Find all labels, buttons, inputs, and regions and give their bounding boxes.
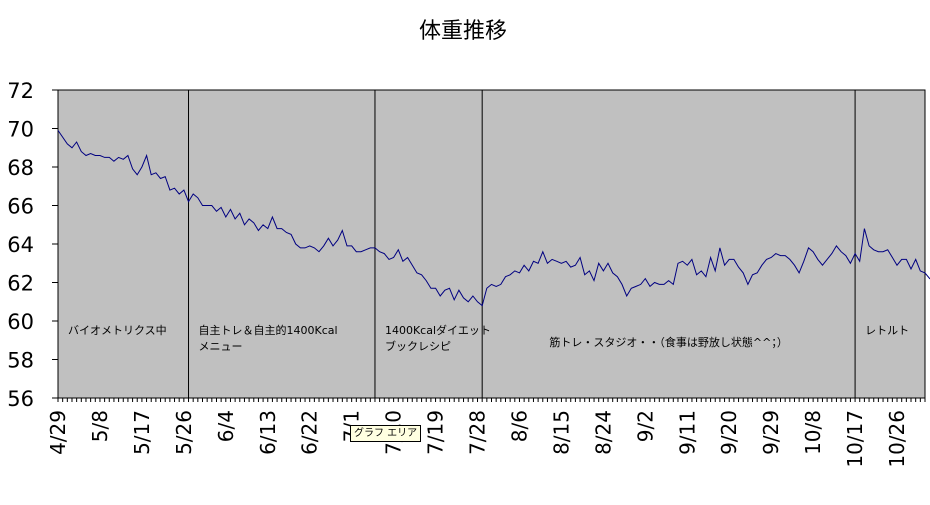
plot-area[interactable]	[57, 89, 926, 399]
x-tick-label: 4/29	[46, 410, 70, 455]
phase-label: レトルト	[865, 324, 909, 337]
x-tick-label: 5/8	[88, 410, 112, 442]
x-tick-label: 8/15	[549, 410, 573, 455]
y-tick-label: 62	[7, 272, 34, 296]
y-tick-label: 60	[7, 310, 34, 334]
phase-label: ブックレシピ	[385, 339, 451, 353]
phase-label: バイオメトリクス中	[68, 324, 167, 337]
phase-label: メニュー	[199, 340, 243, 353]
x-tick-label: 10/17	[843, 410, 867, 468]
x-tick-label: 6/13	[256, 410, 280, 455]
x-tick-label: 9/29	[759, 410, 783, 455]
y-tick-label: 72	[7, 79, 34, 103]
x-axis: 4/295/85/175/266/46/136/227/17/107/197/2…	[46, 398, 926, 468]
x-tick-label: 7/19	[424, 410, 448, 455]
series-weight	[57, 130, 930, 307]
x-tick-label: 9/11	[675, 410, 699, 455]
phase-dividers: バイオメトリクス中 自主トレ＆自主的1400Kcal メニュー 1400Kcalダイエ…	[68, 90, 909, 398]
x-tick-label: 8/6	[507, 410, 531, 442]
x-tick-label: 6/22	[298, 410, 322, 455]
x-tick-label: 9/20	[717, 410, 741, 455]
x-tick-label: 10/26	[885, 410, 909, 468]
y-tick-label: 58	[7, 349, 34, 373]
x-tick-label: 8/24	[591, 410, 615, 455]
y-tick-label: 70	[7, 118, 34, 142]
y-tick-label: 56	[7, 387, 34, 411]
x-tick-label: 9/2	[633, 410, 657, 442]
chart-area-tooltip: グラフ エリア	[350, 425, 422, 442]
x-tick-label: 7/28	[466, 410, 490, 455]
y-axis: 56 58 60 62 64 66 68 70 72	[7, 79, 58, 411]
x-tick-label: 10/8	[801, 410, 825, 455]
y-tick-label: 66	[7, 195, 34, 219]
phase-label: 筋トレ・スタジオ・・（食事は野放し状態^^；）	[549, 335, 787, 349]
phase-label: 自主トレ＆自主的1400Kcal	[199, 323, 338, 337]
x-tick-label: 6/4	[214, 410, 238, 442]
y-tick-label: 68	[7, 156, 34, 180]
phase-label: 1400Kcalダイエット	[385, 323, 491, 337]
x-tick-label: 5/26	[172, 410, 196, 455]
x-tick-label: 5/17	[130, 410, 154, 455]
chart-title: 体重推移	[419, 19, 507, 44]
y-tick-label: 64	[7, 233, 34, 257]
series-line	[57, 130, 930, 307]
